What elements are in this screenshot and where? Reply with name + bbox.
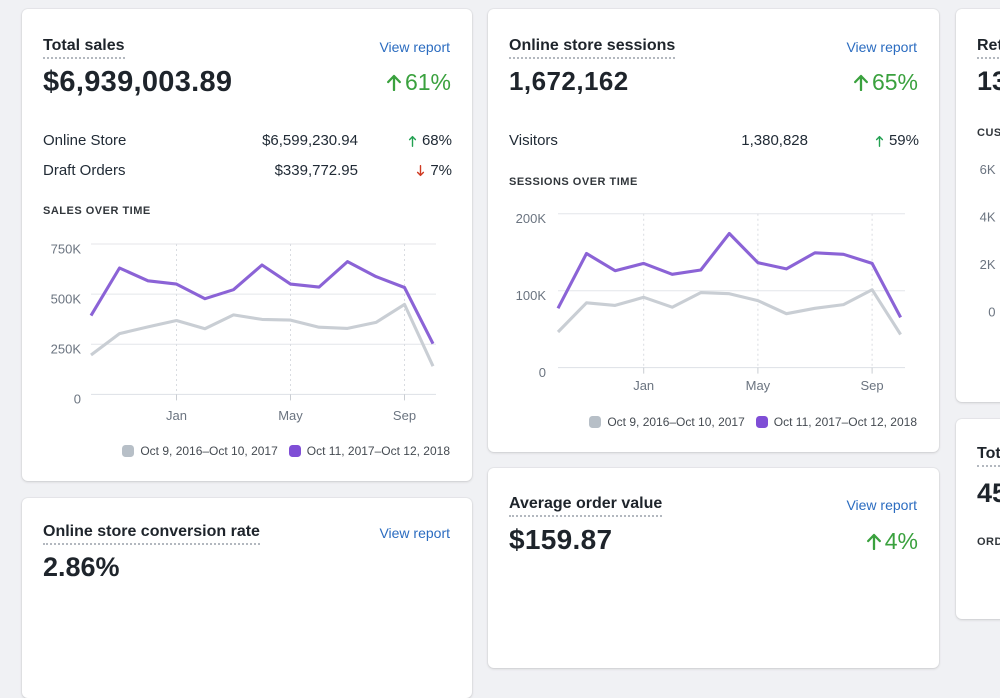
svg-text:2K: 2K bbox=[980, 257, 996, 272]
svg-text:0: 0 bbox=[539, 365, 546, 380]
svg-text:Jan: Jan bbox=[633, 378, 654, 393]
svg-text:0: 0 bbox=[74, 392, 81, 407]
svg-text:500K: 500K bbox=[51, 291, 82, 306]
svg-text:Jan: Jan bbox=[166, 408, 187, 423]
svg-text:0: 0 bbox=[988, 305, 995, 320]
svg-text:6K: 6K bbox=[980, 162, 996, 177]
svg-text:100K: 100K bbox=[516, 288, 547, 303]
svg-text:750K: 750K bbox=[51, 241, 82, 256]
svg-text:4K: 4K bbox=[980, 210, 996, 225]
svg-text:Sep: Sep bbox=[393, 408, 416, 423]
svg-text:May: May bbox=[278, 408, 303, 423]
svg-text:250K: 250K bbox=[51, 342, 82, 357]
svg-text:Sep: Sep bbox=[861, 378, 884, 393]
svg-text:200K: 200K bbox=[516, 211, 547, 226]
svg-text:May: May bbox=[746, 378, 771, 393]
